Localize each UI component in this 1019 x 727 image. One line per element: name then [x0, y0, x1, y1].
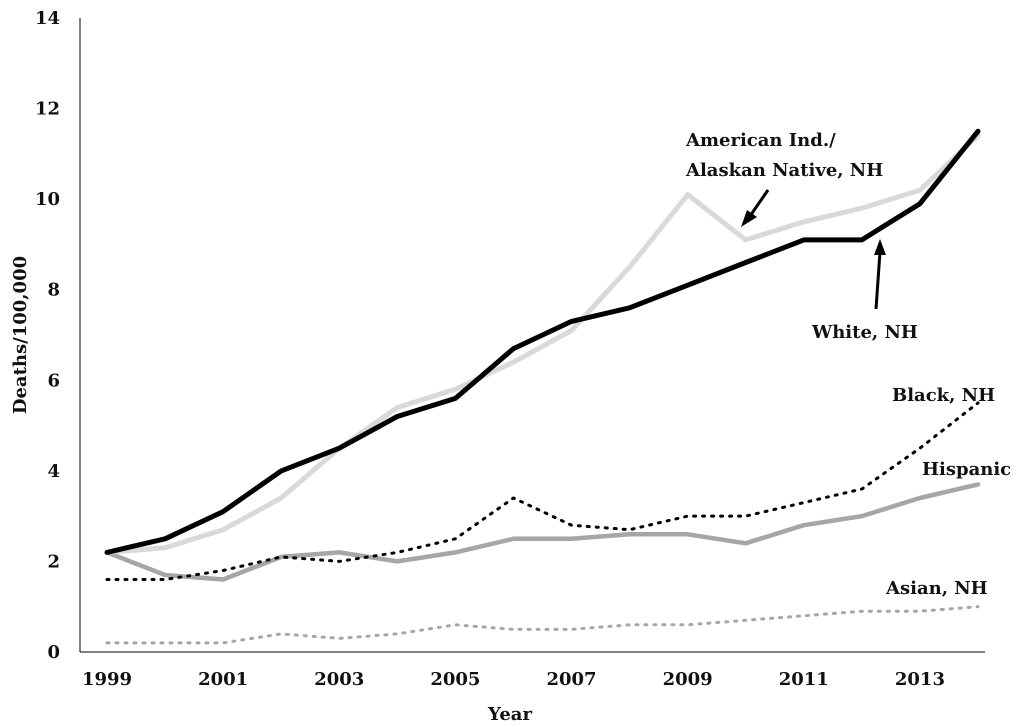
x-axis-title: Year	[487, 704, 532, 725]
series-annotations: American Ind./ Alaskan Native, NH White,…	[685, 130, 1011, 599]
white-arrow	[876, 252, 880, 309]
hispanic-label: Hispanic	[922, 459, 1011, 480]
x-tick-label: 2005	[430, 669, 480, 690]
x-tick-label: 2013	[895, 669, 945, 690]
white-arrowhead	[874, 239, 886, 255]
y-axis-title: Deaths/100,000	[10, 256, 31, 414]
white-label: White, NH	[811, 322, 918, 343]
series-line-black-nh	[107, 403, 978, 580]
y-tick-labels: 0 2 4 6 8 10 12 14	[35, 8, 60, 663]
series-line-asian-nh	[107, 607, 978, 643]
y-tick-label: 6	[47, 370, 60, 391]
y-tick-label: 12	[35, 99, 60, 120]
x-tick-label: 2007	[546, 669, 596, 690]
y-tick-label: 14	[35, 8, 60, 29]
black-label: Black, NH	[892, 385, 995, 406]
x-tick-label: 2003	[314, 669, 364, 690]
y-tick-label: 8	[47, 280, 60, 301]
x-tick-label: 1999	[82, 669, 132, 690]
asian-label: Asian, NH	[885, 578, 988, 599]
series-lines	[107, 131, 978, 643]
y-tick-label: 4	[47, 461, 60, 482]
x-tick-label: 2001	[198, 669, 248, 690]
aian-label-line2: Alaskan Native, NH	[685, 160, 883, 181]
y-tick-label: 2	[47, 551, 60, 572]
aian-arrowhead	[741, 210, 757, 227]
series-line-american-ind-alaskan-native-nh	[107, 136, 978, 553]
y-tick-label: 0	[47, 642, 60, 663]
x-tick-labels: 1999 2001 2003 2005 2007 2009 2011 2013	[82, 669, 945, 690]
x-tick-label: 2011	[779, 669, 829, 690]
x-tick-label: 2009	[663, 669, 713, 690]
aian-label-line1: American Ind./	[685, 130, 836, 151]
y-tick-label: 10	[35, 189, 60, 210]
